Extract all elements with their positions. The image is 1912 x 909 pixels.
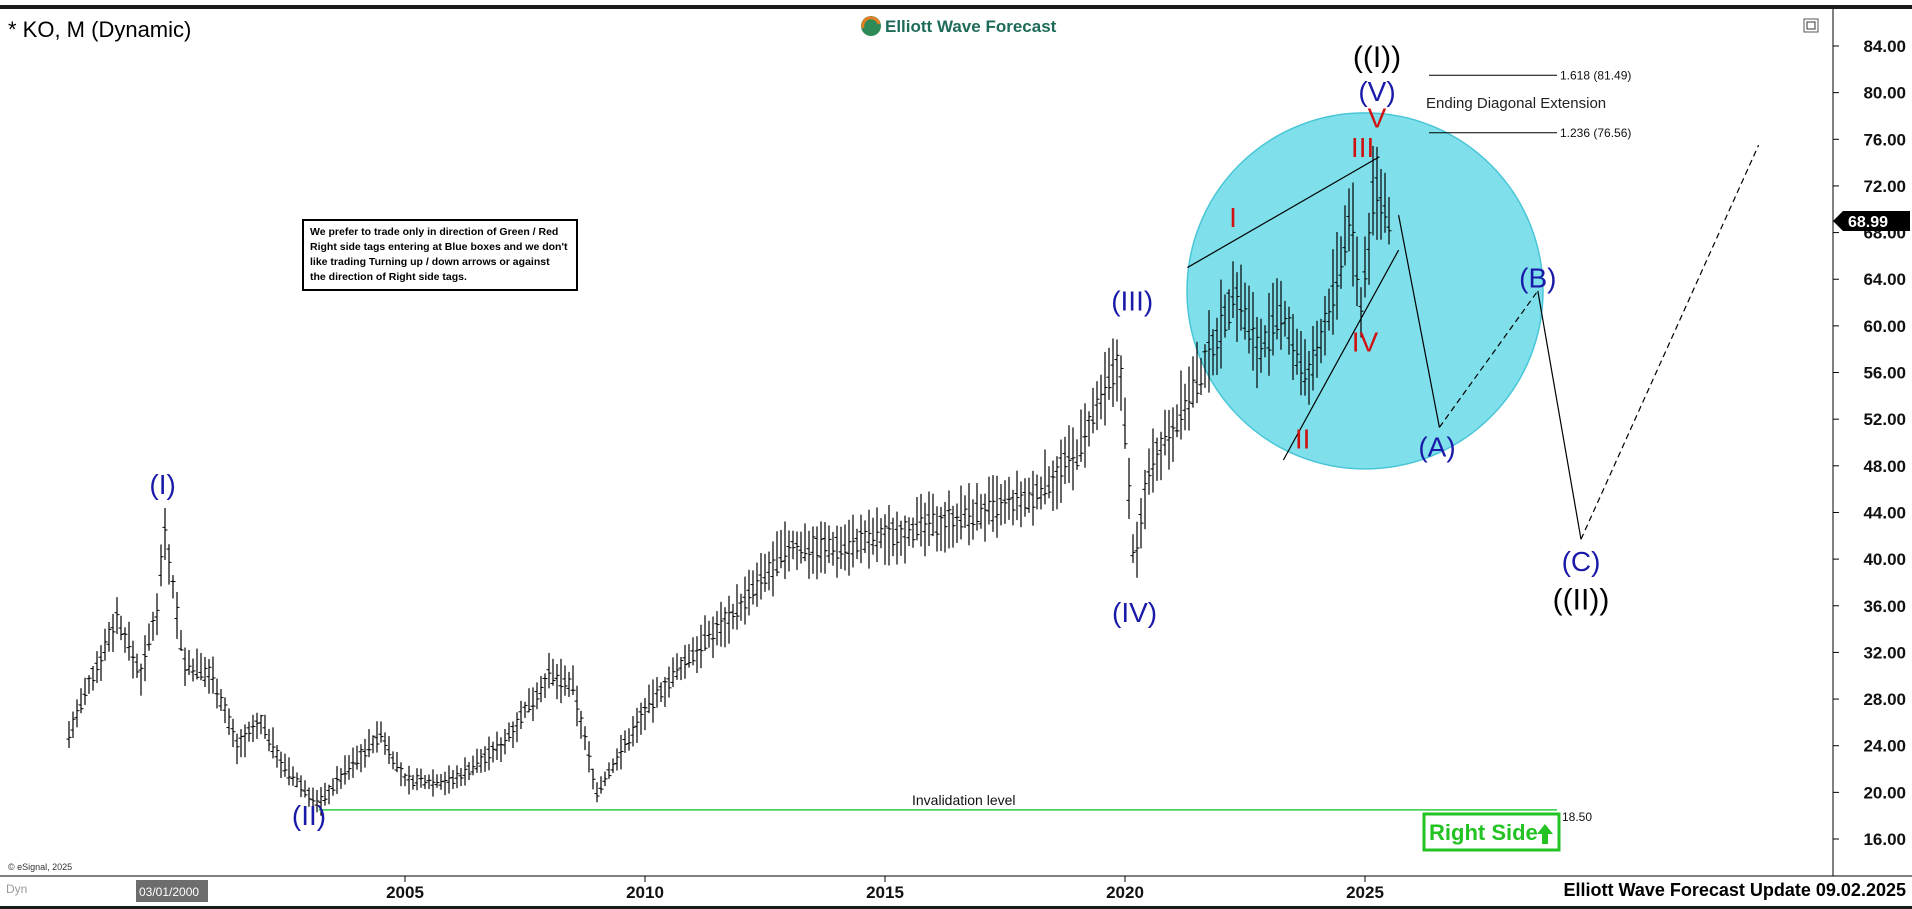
wave-label: IV <box>1352 327 1379 358</box>
y-tick-label: 72.00 <box>1863 177 1906 196</box>
brand-logo: Elliott Wave Forecast <box>861 16 1057 36</box>
projection-dashed-line <box>1580 144 1760 540</box>
y-tick-label: 64.00 <box>1863 270 1906 289</box>
window-restore-icon[interactable] <box>1803 18 1819 33</box>
invalidation-value: 18.50 <box>1562 810 1592 824</box>
right-side-tag: Right Side <box>1422 812 1561 852</box>
wave-label: (I) <box>149 469 175 500</box>
fib-caption: Ending Diagonal Extension <box>1426 95 1606 112</box>
wave-label: (II) <box>292 800 326 831</box>
up-arrow-icon <box>1537 824 1553 844</box>
wave-label: V <box>1368 103 1387 134</box>
fib-level-label: 1.618 (81.49) <box>1560 68 1631 82</box>
y-tick-label: 44.00 <box>1863 503 1906 522</box>
last-price-value: 68.99 <box>1848 214 1888 231</box>
ending-diagonal-line <box>1282 249 1400 461</box>
date-box <box>136 880 208 902</box>
wave-label: (V) <box>1358 76 1395 107</box>
wave-label: ((II)) <box>1553 583 1610 616</box>
wave-label: (B) <box>1519 262 1556 293</box>
update-text: Elliott Wave Forecast Update 09.02.2025 <box>1564 880 1906 900</box>
note-line: We prefer to trade only in direction of … <box>310 226 558 238</box>
ending-diagonal-line <box>1187 156 1380 269</box>
price-bars <box>66 145 1392 816</box>
projection-dashed-line <box>1438 290 1539 428</box>
wave-lines: 1.618 (81.49) 1.236 (76.56) <box>318 68 1760 811</box>
invalidation-label: Invalidation level <box>912 792 1016 808</box>
wave-label: I <box>1229 202 1237 233</box>
brand-swoosh-icon <box>861 16 881 29</box>
fib-level-label: 1.236 (76.56) <box>1560 126 1631 140</box>
x-tick-label: 2010 <box>626 883 664 902</box>
wave-label: (C) <box>1562 546 1601 577</box>
wave-label: (III) <box>1111 286 1153 317</box>
note-line: like trading Turning up / down arrows or… <box>310 256 550 268</box>
x-tick-label: 2025 <box>1346 883 1384 902</box>
wave-label: (IV) <box>1112 597 1157 628</box>
date-box-text: 03/01/2000 <box>139 885 199 899</box>
axis-ticks: 16.00 20.00 24.00 28.00 32.00 36.00 40.00 44.00… <box>386 37 1906 902</box>
y-tick-label: 40.00 <box>1863 550 1906 569</box>
wave-label: ((I)) <box>1353 41 1401 74</box>
y-tick-label: 60.00 <box>1863 317 1906 336</box>
y-tick-label: 20.00 <box>1863 783 1906 802</box>
x-tick-label: 2015 <box>866 883 904 902</box>
top-border <box>0 5 1912 9</box>
x-tick-label: 2020 <box>1106 883 1144 902</box>
y-tick-label: 16.00 <box>1863 830 1906 849</box>
note-line: Right side tags entering at Blue boxes a… <box>310 241 568 253</box>
projection-line <box>1398 214 1440 428</box>
right-side-label: Right Side <box>1429 820 1538 845</box>
wave-label: II <box>1295 423 1311 454</box>
trading-note-box: We prefer to trade only in direction of … <box>302 219 578 291</box>
note-line: the direction of Right side tags. <box>310 271 467 283</box>
y-tick-label: 80.00 <box>1863 84 1906 103</box>
y-tick-label: 32.00 <box>1863 643 1906 662</box>
y-tick-label: 28.00 <box>1863 690 1906 709</box>
wave-label: (A) <box>1418 431 1455 462</box>
last-price-tag: 68.99 <box>1833 211 1910 231</box>
wave-labels: (I)(II)(III)(IV)IIIIIIIVV(V)((I))(A)(B)(… <box>149 41 1609 831</box>
y-tick-label: 36.00 <box>1863 597 1906 616</box>
wave-label: III <box>1351 132 1374 163</box>
y-tick-label: 84.00 <box>1863 37 1906 56</box>
chart-title: * KO, M (Dynamic) <box>8 17 191 42</box>
copyright-text: © eSignal, 2025 <box>8 862 72 872</box>
projection-line <box>1537 290 1582 540</box>
y-tick-label: 56.00 <box>1863 364 1906 383</box>
brand-name: Elliott Wave Forecast <box>885 17 1057 36</box>
y-tick-label: 24.00 <box>1863 737 1906 756</box>
dyn-label: Dyn <box>6 882 27 896</box>
x-tick-label: 2005 <box>386 883 424 902</box>
y-tick-label: 48.00 <box>1863 457 1906 476</box>
y-tick-label: 52.00 <box>1863 410 1906 429</box>
bottom-border <box>0 906 1912 909</box>
y-tick-label: 76.00 <box>1863 130 1906 149</box>
